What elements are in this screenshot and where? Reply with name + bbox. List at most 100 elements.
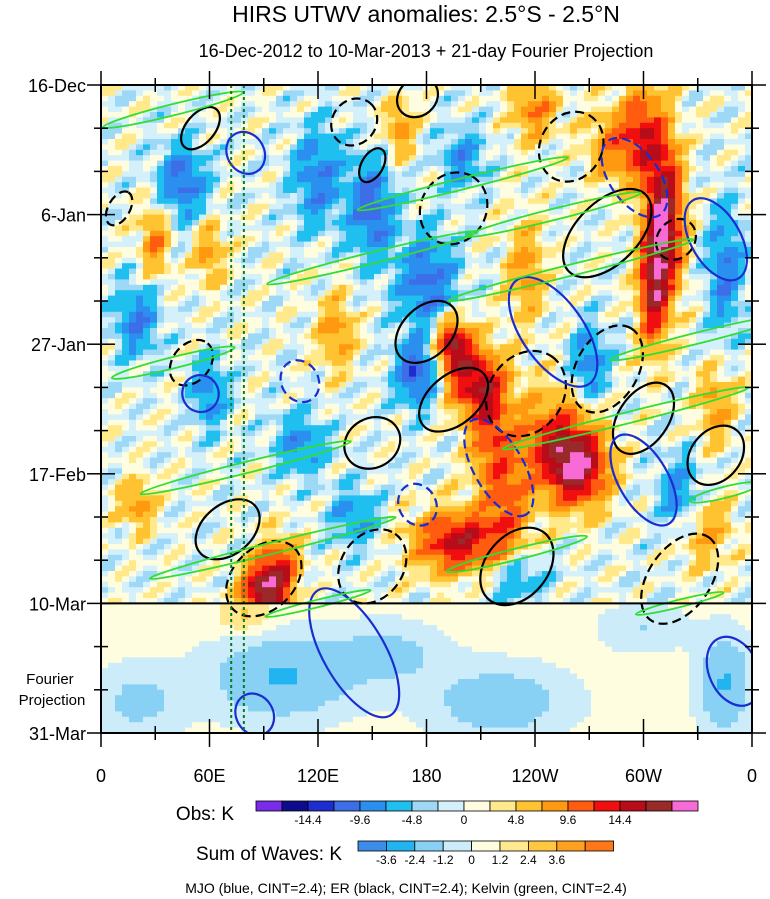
field-cell bbox=[318, 338, 326, 345]
field-cell bbox=[318, 365, 326, 372]
field-cell bbox=[444, 144, 452, 151]
field-cell bbox=[584, 182, 592, 189]
field-cell bbox=[101, 355, 109, 361]
field-cell bbox=[416, 112, 424, 118]
field-cell bbox=[136, 149, 144, 156]
field-cell bbox=[612, 214, 620, 221]
field-cell bbox=[388, 365, 396, 372]
field-cell bbox=[101, 349, 109, 356]
field-cell bbox=[262, 295, 270, 302]
field-cell bbox=[493, 139, 501, 145]
field-cell bbox=[598, 349, 606, 356]
field-cell bbox=[556, 214, 564, 221]
field-cell bbox=[339, 225, 347, 232]
field-cell bbox=[143, 247, 151, 253]
field-cell bbox=[339, 122, 347, 129]
field-cell bbox=[605, 144, 613, 151]
field-cell bbox=[542, 139, 550, 145]
field-cell bbox=[626, 101, 634, 108]
field-cell bbox=[444, 176, 452, 183]
field-cell bbox=[108, 236, 116, 243]
field-cell bbox=[465, 176, 473, 183]
field-cell bbox=[507, 225, 515, 232]
field-cell bbox=[549, 371, 557, 378]
field-cell bbox=[577, 220, 585, 226]
field-cell bbox=[171, 360, 179, 367]
field-cell bbox=[311, 349, 319, 356]
field-cell bbox=[353, 203, 361, 210]
field-cell bbox=[171, 133, 179, 140]
field-cell bbox=[402, 290, 410, 297]
field-cell bbox=[115, 176, 123, 183]
field-cell bbox=[143, 252, 151, 259]
field-cell bbox=[486, 317, 494, 324]
field-cell bbox=[213, 295, 221, 302]
field-cell bbox=[220, 171, 228, 178]
field-cell bbox=[493, 365, 501, 372]
field-cell bbox=[661, 360, 669, 367]
field-cell bbox=[367, 193, 375, 199]
field-cell bbox=[528, 85, 536, 91]
field-cell bbox=[108, 155, 116, 162]
field-cell bbox=[717, 322, 725, 329]
field-cell bbox=[122, 257, 130, 264]
field-cell bbox=[584, 95, 592, 102]
field-cell bbox=[514, 317, 522, 324]
field-cell bbox=[164, 122, 172, 129]
field-cell bbox=[311, 117, 319, 124]
field-cell bbox=[171, 198, 179, 205]
field-cell bbox=[311, 290, 319, 297]
field-cell bbox=[451, 149, 459, 156]
field-cell bbox=[199, 203, 207, 210]
field-cell bbox=[738, 344, 746, 351]
field-cell bbox=[129, 101, 137, 108]
field-cell bbox=[136, 365, 144, 372]
field-cell bbox=[521, 133, 529, 140]
field-cell bbox=[745, 187, 752, 194]
field-cell bbox=[388, 214, 396, 221]
field-cell bbox=[374, 193, 382, 199]
field-cell bbox=[640, 187, 648, 194]
field-cell bbox=[647, 241, 655, 248]
field-cell bbox=[430, 230, 438, 237]
field-cell bbox=[731, 333, 739, 340]
field-cell bbox=[507, 257, 515, 264]
field-cell bbox=[304, 241, 312, 248]
field-cell bbox=[388, 268, 396, 275]
field-cell bbox=[346, 166, 354, 172]
field-cell bbox=[325, 176, 333, 183]
field-cell bbox=[171, 220, 179, 226]
field-cell bbox=[710, 214, 718, 221]
field-cell bbox=[696, 284, 704, 291]
field-cell bbox=[192, 317, 200, 324]
field-cell bbox=[472, 182, 480, 189]
field-cell bbox=[143, 214, 151, 221]
field-cell bbox=[710, 349, 718, 356]
field-cell bbox=[262, 333, 270, 340]
field-cell bbox=[108, 349, 116, 356]
field-cell bbox=[570, 182, 578, 189]
field-cell bbox=[269, 241, 277, 248]
field-cell bbox=[360, 122, 368, 129]
field-cell bbox=[255, 295, 263, 302]
field-cell bbox=[612, 106, 620, 113]
field-cell bbox=[542, 155, 550, 162]
field-cell bbox=[402, 106, 410, 113]
field-cell bbox=[122, 311, 130, 318]
field-cell bbox=[619, 279, 627, 286]
field-cell bbox=[255, 317, 263, 324]
field-cell bbox=[129, 284, 137, 291]
field-cell bbox=[122, 112, 130, 118]
field-cell bbox=[500, 155, 508, 162]
field-cell bbox=[248, 236, 256, 243]
field-cell bbox=[199, 85, 207, 91]
field-cell bbox=[696, 344, 704, 351]
field-cell bbox=[143, 279, 151, 286]
field-cell bbox=[500, 338, 508, 345]
field-cell bbox=[339, 365, 347, 372]
field-cell bbox=[584, 355, 592, 361]
field-cell bbox=[444, 149, 452, 156]
field-cell bbox=[514, 149, 522, 156]
field-cell bbox=[248, 85, 256, 91]
field-cell bbox=[591, 311, 599, 318]
